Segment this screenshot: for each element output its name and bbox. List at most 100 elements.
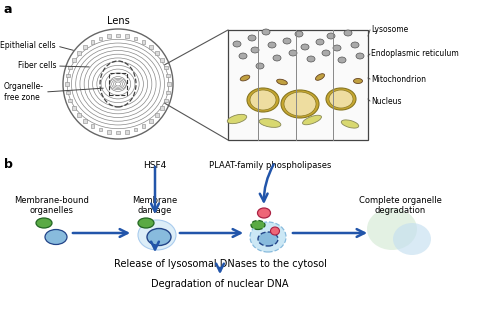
- Ellipse shape: [333, 45, 341, 51]
- FancyBboxPatch shape: [66, 91, 70, 94]
- Text: Lens: Lens: [106, 16, 130, 26]
- FancyBboxPatch shape: [166, 91, 170, 94]
- FancyBboxPatch shape: [68, 99, 72, 102]
- Text: PLAAT-family phospholipases: PLAAT-family phospholipases: [209, 161, 331, 170]
- Ellipse shape: [289, 50, 297, 56]
- Ellipse shape: [248, 35, 256, 41]
- Ellipse shape: [326, 88, 356, 110]
- Ellipse shape: [247, 88, 279, 112]
- Ellipse shape: [338, 57, 346, 63]
- Ellipse shape: [270, 227, 280, 235]
- Ellipse shape: [327, 33, 335, 39]
- Text: Nucleus: Nucleus: [371, 96, 402, 106]
- Text: Organelle-
free zone: Organelle- free zone: [4, 82, 44, 102]
- Ellipse shape: [316, 39, 324, 45]
- Text: Membrane-bound
organelles: Membrane-bound organelles: [14, 196, 90, 215]
- Ellipse shape: [284, 92, 316, 116]
- Text: Complete organelle
degradation: Complete organelle degradation: [358, 196, 442, 215]
- Ellipse shape: [316, 74, 324, 80]
- FancyBboxPatch shape: [116, 131, 120, 134]
- Ellipse shape: [233, 41, 241, 47]
- FancyBboxPatch shape: [90, 124, 94, 128]
- FancyBboxPatch shape: [77, 51, 80, 55]
- FancyBboxPatch shape: [99, 37, 102, 40]
- Ellipse shape: [356, 53, 364, 59]
- Ellipse shape: [393, 223, 431, 255]
- Ellipse shape: [258, 208, 270, 218]
- Ellipse shape: [138, 218, 154, 228]
- Text: Epithelial cells: Epithelial cells: [0, 41, 56, 51]
- Ellipse shape: [322, 50, 330, 56]
- FancyBboxPatch shape: [164, 99, 168, 102]
- FancyBboxPatch shape: [116, 34, 120, 37]
- Text: HSF4: HSF4: [144, 161, 167, 170]
- FancyBboxPatch shape: [164, 66, 168, 69]
- Ellipse shape: [250, 222, 286, 252]
- Ellipse shape: [344, 30, 352, 36]
- Ellipse shape: [251, 220, 265, 230]
- Ellipse shape: [36, 218, 52, 228]
- Ellipse shape: [281, 90, 319, 118]
- Ellipse shape: [273, 55, 281, 61]
- FancyBboxPatch shape: [66, 74, 70, 77]
- Text: Release of lysosomal DNases to the cytosol: Release of lysosomal DNases to the cytos…: [114, 259, 326, 269]
- FancyBboxPatch shape: [134, 128, 137, 131]
- FancyBboxPatch shape: [160, 58, 164, 62]
- Text: Degradation of nuclear DNA: Degradation of nuclear DNA: [151, 279, 289, 289]
- FancyBboxPatch shape: [108, 35, 111, 38]
- Ellipse shape: [45, 230, 67, 245]
- Ellipse shape: [354, 78, 362, 84]
- Text: a: a: [4, 3, 12, 16]
- FancyBboxPatch shape: [68, 66, 72, 69]
- Ellipse shape: [256, 63, 264, 69]
- Text: Membrane
damage: Membrane damage: [132, 196, 178, 215]
- Ellipse shape: [329, 90, 353, 108]
- Ellipse shape: [262, 29, 270, 35]
- FancyBboxPatch shape: [72, 106, 76, 110]
- FancyBboxPatch shape: [156, 51, 159, 55]
- Ellipse shape: [283, 38, 291, 44]
- Ellipse shape: [138, 220, 176, 250]
- FancyBboxPatch shape: [99, 128, 102, 131]
- FancyBboxPatch shape: [149, 119, 152, 123]
- Ellipse shape: [302, 115, 322, 125]
- FancyBboxPatch shape: [90, 40, 94, 44]
- FancyBboxPatch shape: [125, 35, 128, 38]
- Ellipse shape: [307, 56, 315, 62]
- FancyBboxPatch shape: [84, 45, 87, 49]
- Ellipse shape: [251, 47, 259, 53]
- FancyBboxPatch shape: [166, 74, 170, 77]
- Ellipse shape: [240, 75, 250, 81]
- Ellipse shape: [250, 90, 276, 110]
- FancyBboxPatch shape: [134, 37, 137, 40]
- FancyBboxPatch shape: [125, 130, 128, 133]
- Ellipse shape: [295, 31, 303, 37]
- Text: Endoplasmic reticulum: Endoplasmic reticulum: [371, 50, 459, 58]
- FancyBboxPatch shape: [72, 58, 76, 62]
- FancyBboxPatch shape: [167, 82, 171, 86]
- Ellipse shape: [259, 119, 281, 127]
- FancyBboxPatch shape: [149, 45, 152, 49]
- FancyBboxPatch shape: [160, 106, 164, 110]
- FancyBboxPatch shape: [228, 30, 368, 140]
- Ellipse shape: [351, 42, 359, 48]
- FancyBboxPatch shape: [77, 113, 80, 117]
- FancyBboxPatch shape: [156, 113, 159, 117]
- Ellipse shape: [276, 79, 287, 85]
- Ellipse shape: [268, 42, 276, 48]
- Text: Mitochondrion: Mitochondrion: [371, 74, 426, 84]
- Ellipse shape: [228, 114, 246, 124]
- Ellipse shape: [147, 229, 171, 246]
- Ellipse shape: [367, 208, 417, 250]
- Ellipse shape: [239, 53, 247, 59]
- FancyBboxPatch shape: [84, 119, 87, 123]
- Ellipse shape: [342, 120, 358, 128]
- FancyBboxPatch shape: [65, 82, 69, 86]
- FancyBboxPatch shape: [142, 124, 146, 128]
- FancyBboxPatch shape: [142, 40, 146, 44]
- Text: b: b: [4, 158, 13, 171]
- Text: Fiber cells: Fiber cells: [18, 62, 56, 71]
- Text: Lysosome: Lysosome: [371, 25, 408, 35]
- Ellipse shape: [301, 44, 309, 50]
- FancyBboxPatch shape: [108, 130, 111, 133]
